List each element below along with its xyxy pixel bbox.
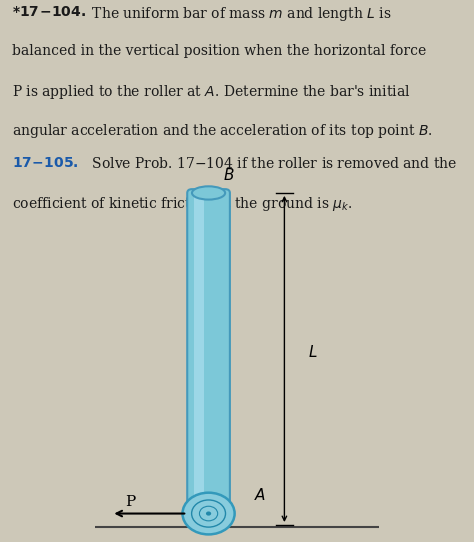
Text: Solve Prob. 17$-$104 if the roller is removed and the: Solve Prob. 17$-$104 if the roller is re… <box>83 156 457 171</box>
Text: P is applied to the roller at $A$. Determine the bar's initial: P is applied to the roller at $A$. Deter… <box>12 83 410 101</box>
Text: $L$: $L$ <box>308 344 318 360</box>
Text: The uniform bar of mass $m$ and length $L$ is: The uniform bar of mass $m$ and length $… <box>83 5 392 23</box>
Circle shape <box>206 512 211 515</box>
Text: coefficient of kinetic friction at the ground is $\mu_k$.: coefficient of kinetic friction at the g… <box>12 195 352 213</box>
Text: $\bf{*17\!-\!104.}$: $\bf{*17\!-\!104.}$ <box>12 5 86 19</box>
Bar <box>194 197 204 512</box>
Text: P: P <box>125 495 135 509</box>
Text: balanced in the vertical position when the horizontal force: balanced in the vertical position when t… <box>12 44 426 58</box>
FancyBboxPatch shape <box>187 189 230 519</box>
Ellipse shape <box>192 186 225 199</box>
Text: angular acceleration and the acceleration of its top point $B$.: angular acceleration and the acceleratio… <box>12 122 433 140</box>
Text: $\bf{17\!-\!105.}$: $\bf{17\!-\!105.}$ <box>12 156 79 170</box>
Circle shape <box>182 493 235 534</box>
Text: $A$: $A$ <box>254 487 266 502</box>
Text: $B$: $B$ <box>223 167 234 184</box>
